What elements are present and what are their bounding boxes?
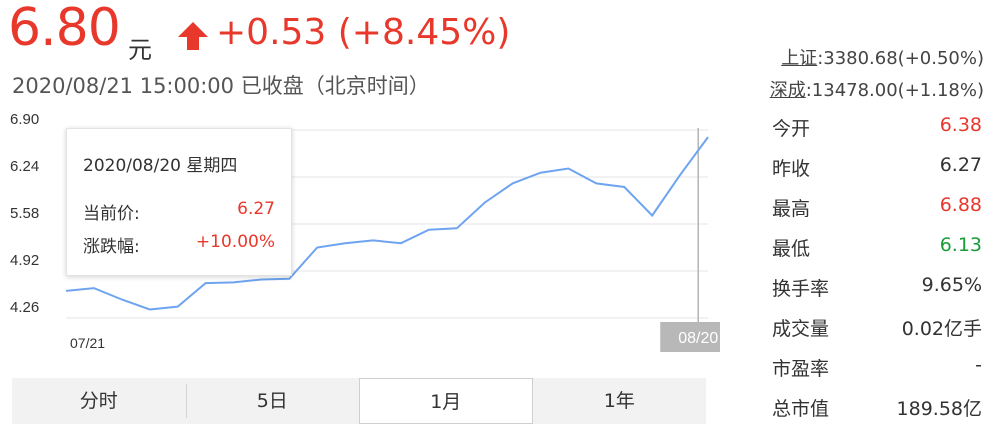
quote-datetime: 2020/08/21 15:00:00 已收盘（北京时间） xyxy=(12,74,430,98)
cursor-date-label: 08/20 xyxy=(678,330,718,347)
stat-turnover-rate: 换手率 9.65% xyxy=(772,274,982,304)
stat-value: 0.02亿手 xyxy=(901,318,982,340)
tab-intraday[interactable]: 分时 xyxy=(79,390,118,412)
stat-high: 最高 6.88 xyxy=(772,194,982,224)
stat-label: 总市值 xyxy=(772,398,830,420)
stat-label: 昨收 xyxy=(772,158,811,180)
stat-label: 最高 xyxy=(772,198,811,220)
tab-1-year[interactable]: 1年 xyxy=(603,390,635,412)
stat-label: 市盈率 xyxy=(772,358,830,380)
stat-value: 6.88 xyxy=(939,194,982,216)
last-price: 6.80 xyxy=(8,0,121,58)
y-tick-label: 5.58 xyxy=(10,205,39,222)
stat-value: 6.38 xyxy=(939,114,982,136)
tooltip-change-value: +10.00% xyxy=(195,232,275,252)
stat-market-cap: 总市值 189.58亿 xyxy=(772,394,982,424)
stat-value: 189.58亿 xyxy=(896,398,982,420)
index-shanghai-link[interactable]: 上证 xyxy=(781,48,818,69)
tooltip-change-label: 涨跌幅: xyxy=(83,237,140,257)
index-shanghai: 上证:3380.68(+0.50%) xyxy=(781,44,984,70)
y-tick-label: 4.92 xyxy=(10,252,39,269)
index-shenzhen: 深成:13478.00(+1.18%) xyxy=(770,76,984,102)
stat-low: 最低 6.13 xyxy=(772,234,982,264)
chart-tooltip: 2020/08/20 星期四 当前价: 6.27 涨跌幅: +10.00% xyxy=(66,128,292,276)
tooltip-row-price: 当前价: 6.27 xyxy=(83,199,275,224)
tooltip-date: 2020/08/20 星期四 xyxy=(83,156,238,176)
stat-label: 换手率 xyxy=(772,278,830,300)
stat-volume: 成交量 0.02亿手 xyxy=(772,314,982,344)
y-tick-label: 4.26 xyxy=(10,299,39,316)
stat-pe-ratio: 市盈率 - xyxy=(772,354,982,384)
y-tick-label: 6.24 xyxy=(10,158,39,175)
tooltip-price-label: 当前价: xyxy=(83,204,140,224)
tab-5-day[interactable]: 5日 xyxy=(256,390,288,412)
stat-prev-close: 昨收 6.27 xyxy=(772,154,982,184)
arrow-up-icon xyxy=(178,22,208,50)
stat-label: 今开 xyxy=(772,118,811,140)
index-shenzhen-value: :13478.00(+1.18%) xyxy=(805,80,984,101)
index-shanghai-value: :3380.68(+0.50%) xyxy=(817,48,984,69)
index-shenzhen-link[interactable]: 深成 xyxy=(769,80,806,101)
price-change: +0.53 (+8.45%) xyxy=(216,12,511,53)
stat-label: 成交量 xyxy=(772,318,830,340)
y-tick-label: 6.90 xyxy=(10,111,39,128)
stat-value: 6.13 xyxy=(939,234,982,256)
stat-value: - xyxy=(975,354,982,376)
price-chart[interactable]: 6.90 6.24 5.58 4.92 4.26 07/21 08/20 xyxy=(0,110,720,370)
price-unit: 元 xyxy=(128,36,152,64)
stat-open: 今开 6.38 xyxy=(772,114,982,144)
stat-value: 6.27 xyxy=(939,154,982,176)
period-tabs: 分时 5日 1月 1年 xyxy=(12,378,706,424)
tooltip-row-change: 涨跌幅: +10.00% xyxy=(83,232,275,257)
stat-value: 9.65% xyxy=(921,274,982,296)
tooltip-price-value: 6.27 xyxy=(237,199,275,219)
chart-series-line xyxy=(65,136,709,311)
tab-1-month[interactable]: 1月 xyxy=(359,378,533,424)
x-tick-label: 07/21 xyxy=(70,335,105,351)
cursor-date-box xyxy=(660,322,720,352)
tab-divider xyxy=(185,384,187,418)
stat-label: 最低 xyxy=(772,238,811,260)
